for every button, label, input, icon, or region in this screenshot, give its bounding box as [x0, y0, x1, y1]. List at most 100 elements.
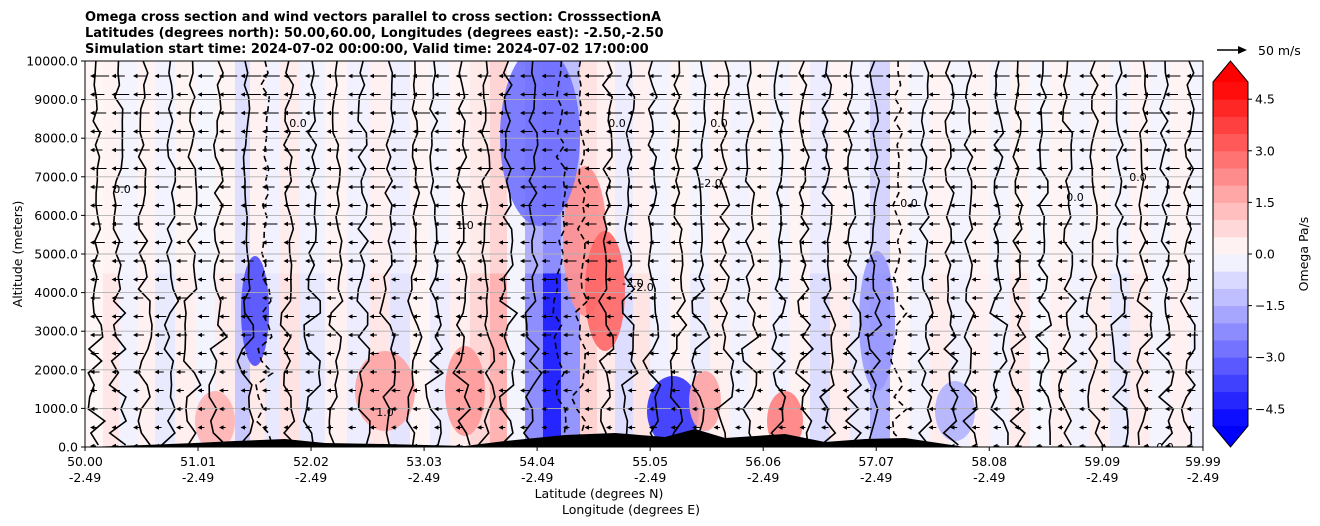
wind-vector-head [778, 277, 783, 282]
wind-vector-head [799, 221, 804, 227]
wind-vector-head [455, 332, 460, 338]
wind-vector-head [1057, 166, 1062, 171]
chart-title-line-2: Latitudes (degrees north): 50.00,60.00, … [85, 26, 664, 41]
wind-vector-head [434, 295, 439, 301]
wind-vector-head [477, 351, 482, 356]
wind-vector-head [649, 369, 654, 375]
y-tick-label-8: 8000.0 [34, 131, 78, 146]
wind-vector-head [1143, 332, 1148, 338]
colorbar-level [1213, 116, 1248, 135]
colorbar-extend-min [1213, 426, 1248, 447]
wind-vector-head [563, 221, 568, 227]
wind-vector-head [541, 406, 546, 412]
wind-vector-head [133, 425, 138, 430]
wind-vector-head [563, 240, 568, 245]
wind-vector-head [778, 388, 783, 393]
wind-vector-head [262, 184, 267, 190]
wind-vector-head [842, 258, 847, 264]
wind-vector-head [197, 92, 202, 97]
wind-vector-head [1143, 369, 1148, 375]
omega-contours [87, 61, 1196, 446]
wind-vector-head [498, 73, 503, 79]
wind-vector-head [1122, 92, 1127, 97]
wind-vector-head [584, 314, 589, 319]
wind-vector-head [756, 425, 761, 430]
contour-label-13: -1.0 [684, 439, 705, 452]
wind-vector-head [154, 369, 159, 375]
wind-vector-head [262, 425, 267, 430]
wind-vector-head [821, 406, 826, 412]
contour-line [302, 61, 322, 446]
wind-vector-head [563, 110, 568, 116]
wind-vector-head [692, 203, 697, 208]
wind-vector-head [133, 92, 138, 97]
y-tick-label-2: 2000.0 [34, 362, 78, 377]
wind-vector-head [477, 277, 482, 282]
contour-label-9: 0.0 [900, 197, 918, 210]
wind-vector-head [971, 425, 976, 430]
wind-vector-head [1079, 443, 1084, 447]
wind-vector-head [799, 332, 804, 338]
wind-vector-head [197, 147, 202, 153]
colorbar-level [1213, 202, 1248, 221]
wind-vector-head [283, 166, 288, 171]
wind-vector-head [391, 110, 396, 116]
contour-line [1179, 61, 1196, 445]
wind-vector-head [477, 406, 482, 412]
wind-vector-head [821, 258, 826, 264]
wind-vector-head [348, 240, 353, 245]
wind-vector-head [692, 314, 697, 319]
wind-vector-head [713, 406, 718, 412]
wind-vector-head [477, 92, 482, 97]
wind-vector-head [219, 406, 224, 412]
wind-vector-head [928, 73, 933, 79]
wind-vector-head [993, 295, 998, 301]
wind-vector-head [283, 92, 288, 97]
wind-vector-head [563, 295, 568, 301]
wind-vector-head [1186, 277, 1191, 282]
wind-vector-head [627, 110, 632, 116]
wind-vector-head [305, 406, 310, 412]
wind-vector-head [455, 351, 460, 356]
wind-vector-head [1014, 221, 1019, 227]
wind-vector-head [1186, 240, 1191, 245]
wind-vector-head [649, 73, 654, 79]
wind-vector-head [735, 406, 740, 412]
x-tick-label-lon-2: -2.49 [295, 470, 327, 485]
wind-vector-head [520, 295, 525, 301]
wind-vector-head [1186, 425, 1191, 430]
wind-vector-head [1014, 332, 1019, 338]
wind-vector-head [1036, 73, 1041, 79]
field-column-upper [650, 61, 671, 274]
wind-vector-head [885, 351, 890, 356]
wind-vector-head [90, 332, 95, 338]
wind-vector-head [713, 240, 718, 245]
wind-vector-head [907, 369, 912, 375]
wind-vector-head [369, 240, 374, 245]
wind-vector-head [993, 388, 998, 393]
wind-vector-head [520, 184, 525, 190]
wind-vector-head [305, 73, 310, 79]
wind-vector-head [154, 73, 159, 79]
wind-vector-head [369, 92, 374, 97]
wind-vector-head [928, 240, 933, 245]
contour-line [867, 61, 883, 446]
field-column-upper [1110, 61, 1131, 274]
wind-vector-head [283, 295, 288, 301]
wind-vector-head [885, 277, 890, 282]
wind-vector-head [219, 147, 224, 153]
wind-vector-head [670, 221, 675, 227]
wind-vector-head [412, 240, 417, 245]
wind-vector-head [520, 351, 525, 356]
wind-vector-head [799, 240, 804, 245]
wind-vector-head [111, 73, 116, 79]
wind-vector-head [477, 388, 482, 393]
wind-vector-head [1165, 203, 1170, 208]
colorbar-tick-label-5: −3.0 [1255, 350, 1285, 365]
wind-vector-head [885, 240, 890, 245]
wind-vector-head [1079, 147, 1084, 153]
wind-vector-head [520, 203, 525, 208]
wind-vector-head [670, 388, 675, 393]
wind-vector-head [1165, 258, 1170, 264]
wind-vector-head [197, 258, 202, 264]
